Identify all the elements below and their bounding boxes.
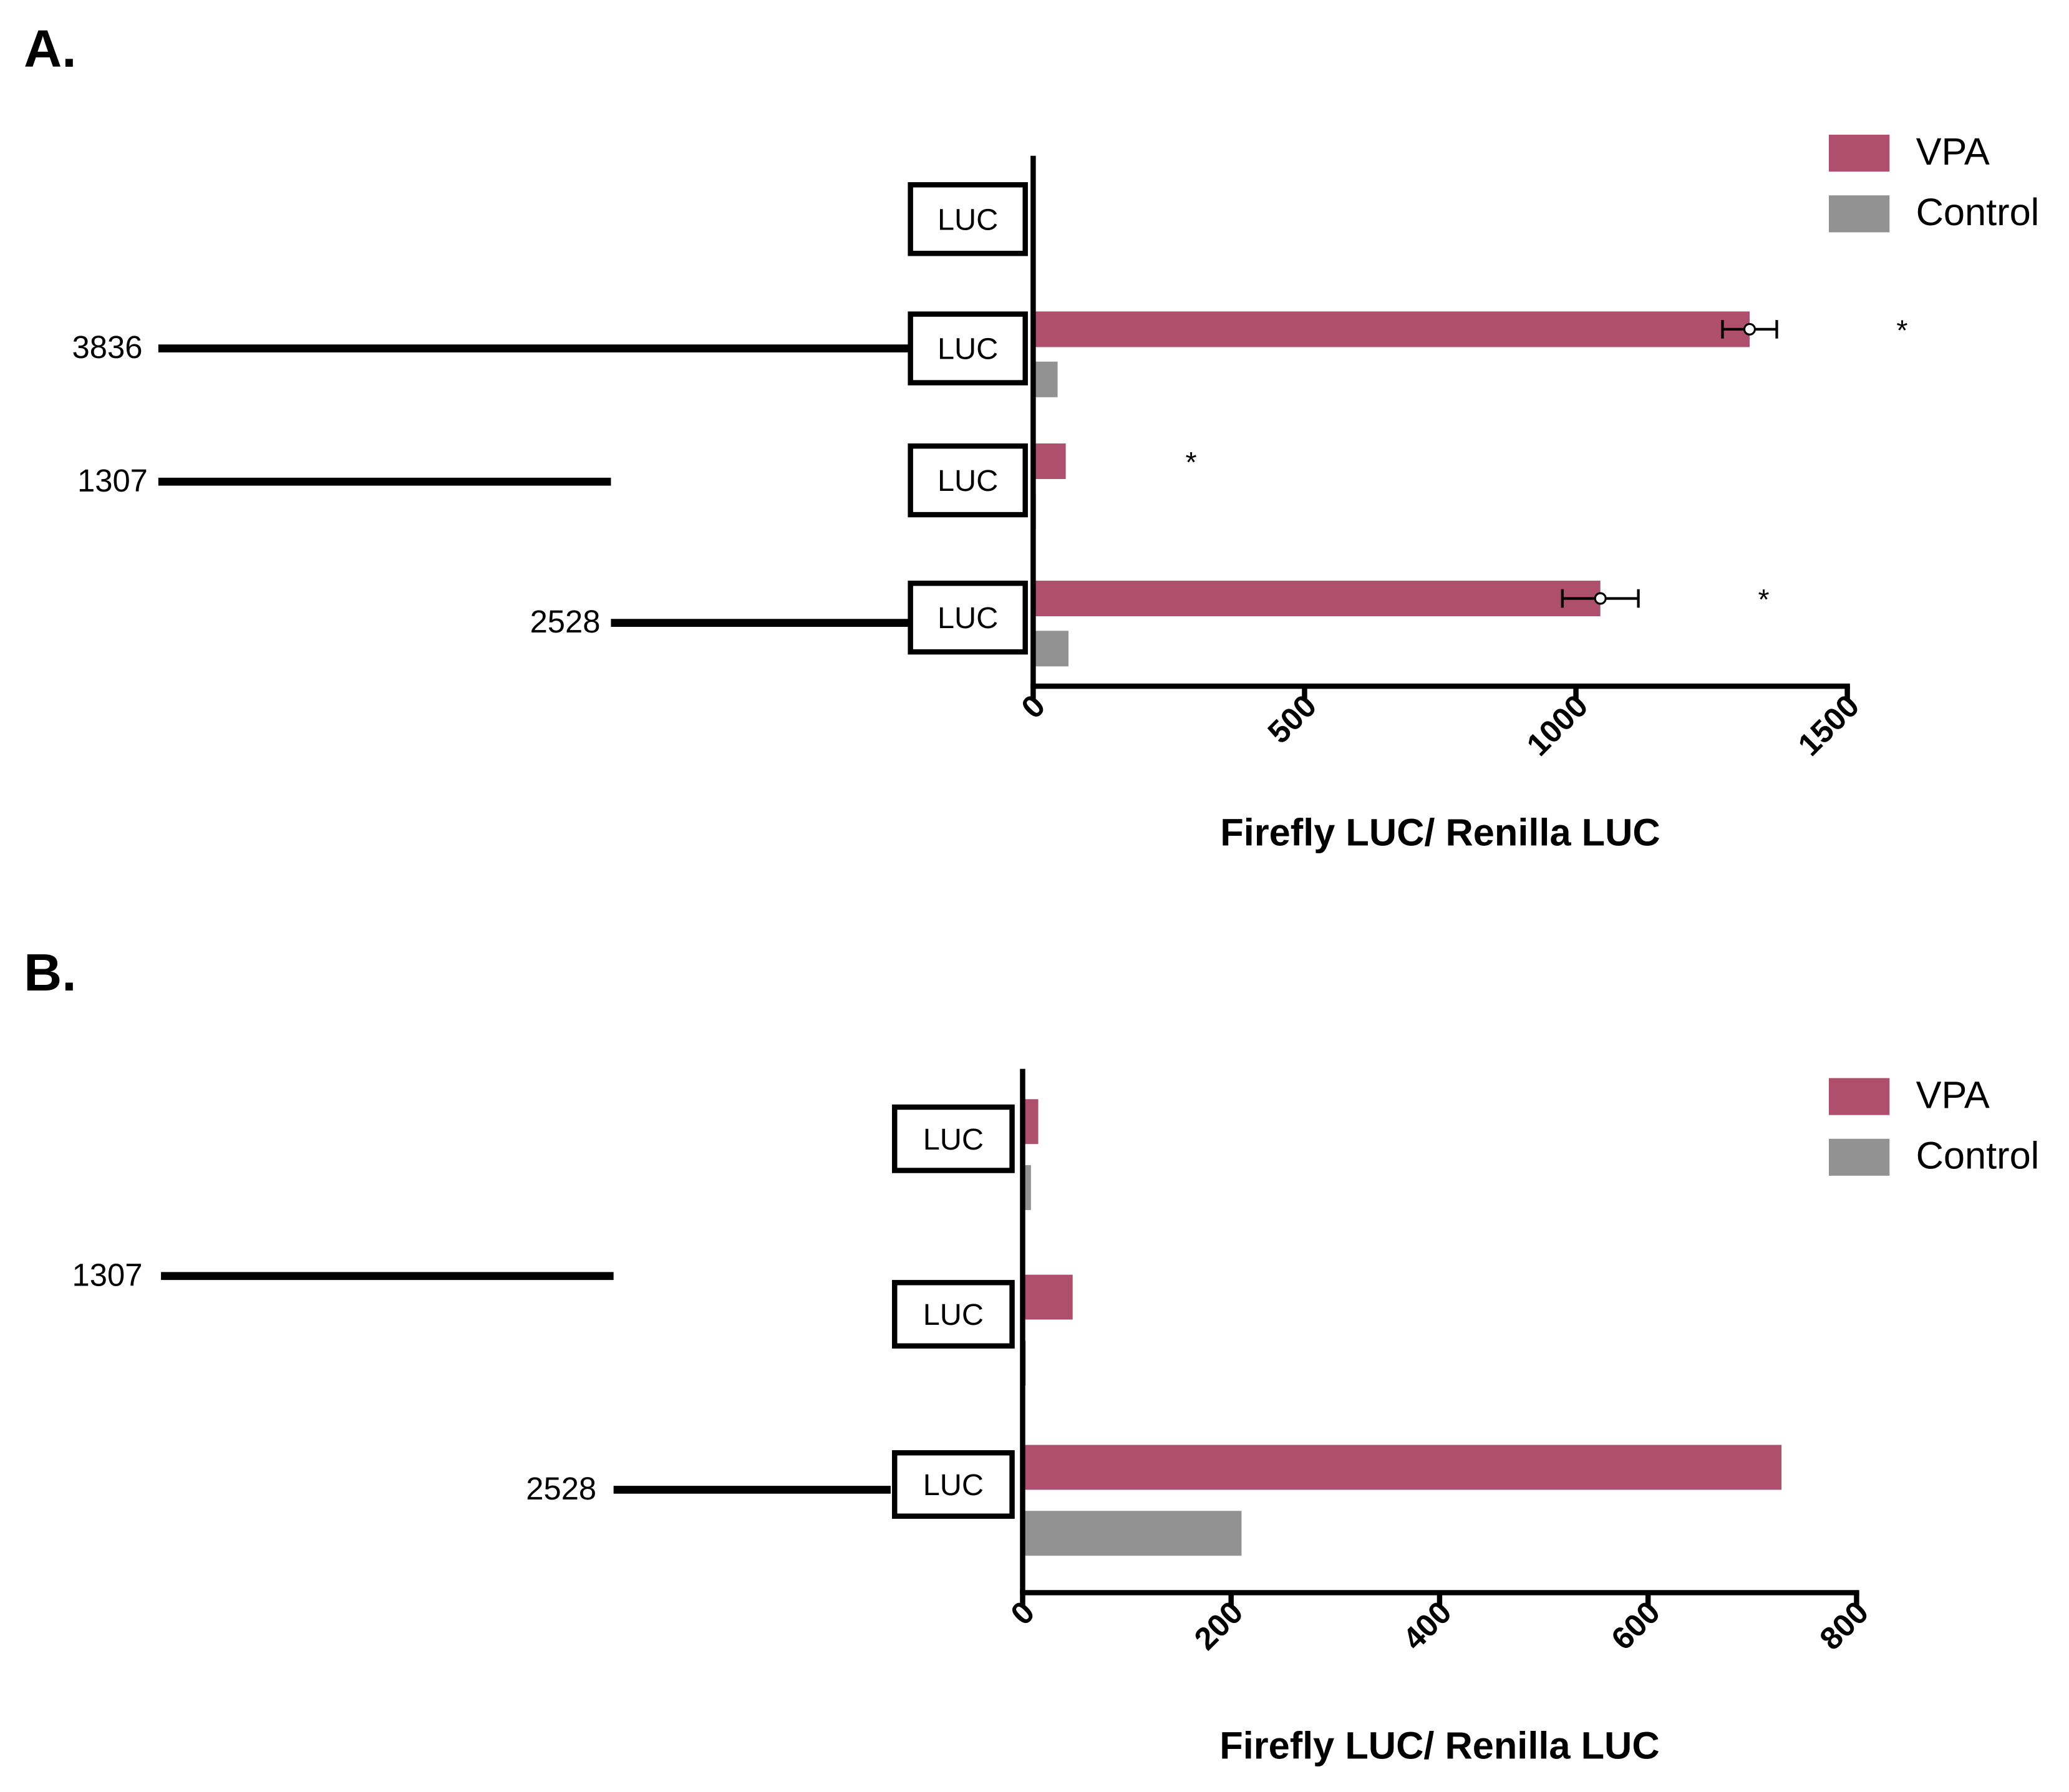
bar xyxy=(1033,580,1601,617)
construct-label: 1307 xyxy=(77,463,148,498)
x-tick-label: 500 xyxy=(1261,687,1323,750)
panel-label: A. xyxy=(24,19,77,78)
luc-label: LUC xyxy=(938,332,998,366)
legend-label: VPA xyxy=(1916,130,1990,173)
bar xyxy=(1033,361,1058,397)
luc-label: LUC xyxy=(923,1468,984,1502)
luc-label: LUC xyxy=(923,1298,984,1332)
luc-label: LUC xyxy=(938,464,998,498)
x-tick-label: 200 xyxy=(1187,1594,1249,1657)
bar xyxy=(1022,1445,1782,1490)
bar xyxy=(1033,631,1068,667)
luc-box xyxy=(892,1280,1015,1349)
x-axis-label: Firefly LUC/ Renilla LUC xyxy=(1219,1723,1659,1766)
luc-box xyxy=(908,311,1028,385)
luc-box xyxy=(892,1450,1015,1519)
luc-box xyxy=(908,580,1028,655)
bar xyxy=(1033,443,1066,480)
x-tick-label: 400 xyxy=(1396,1594,1458,1657)
bar xyxy=(1022,1511,1242,1556)
construct-label: 3836 xyxy=(72,329,143,365)
luc-label: LUC xyxy=(938,601,998,635)
x-tick-label: 600 xyxy=(1604,1594,1667,1657)
legend-swatch xyxy=(1828,1138,1890,1176)
x-tick-label: 1500 xyxy=(1791,687,1866,762)
significance-mark: * xyxy=(1186,446,1197,478)
significance-mark: * xyxy=(1896,314,1907,347)
bar xyxy=(1033,311,1750,347)
significance-mark: * xyxy=(1758,583,1770,616)
legend-label: VPA xyxy=(1916,1073,1990,1116)
construct-label: 2528 xyxy=(530,604,601,639)
legend-label: Control xyxy=(1916,190,2040,233)
mean-point xyxy=(1743,322,1756,336)
legend-swatch xyxy=(1828,1078,1890,1115)
mean-point xyxy=(1594,592,1607,605)
luc-box xyxy=(908,443,1028,518)
panel-label: B. xyxy=(24,942,77,1002)
legend-label: Control xyxy=(1916,1134,2040,1177)
x-axis-label: Firefly LUC/ Renilla LUC xyxy=(1220,810,1660,853)
luc-label: LUC xyxy=(938,203,998,236)
x-tick-label: 1000 xyxy=(1519,687,1594,762)
legend-swatch xyxy=(1828,195,1890,233)
construct-label: 1307 xyxy=(72,1257,143,1292)
x-tick-label: 800 xyxy=(1813,1594,1875,1657)
luc-label: LUC xyxy=(923,1123,984,1156)
legend-swatch xyxy=(1828,134,1890,172)
construct-label: 2528 xyxy=(526,1471,596,1506)
luc-box xyxy=(892,1104,1015,1173)
bar xyxy=(1022,1274,1073,1320)
luc-box xyxy=(908,182,1028,256)
